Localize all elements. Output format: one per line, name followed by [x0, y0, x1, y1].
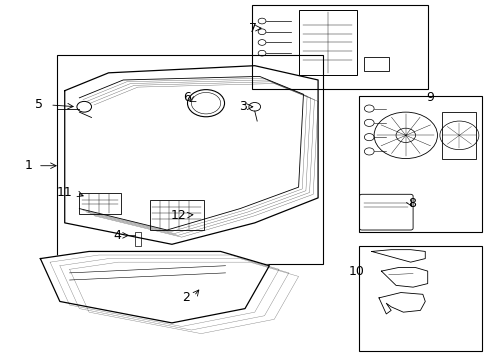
- Text: 7: 7: [249, 22, 257, 35]
- Bar: [298, 10, 357, 75]
- Bar: [360, 246, 482, 351]
- Text: 10: 10: [348, 265, 365, 278]
- Bar: [252, 5, 428, 89]
- Text: 12: 12: [171, 209, 187, 222]
- Bar: [150, 200, 203, 230]
- Bar: [365, 57, 389, 71]
- Bar: [57, 55, 323, 264]
- Bar: [442, 112, 476, 158]
- Polygon shape: [40, 251, 270, 323]
- Text: 5: 5: [35, 99, 43, 112]
- Bar: [360, 96, 482, 232]
- Text: 6: 6: [184, 91, 192, 104]
- Text: 11: 11: [56, 186, 72, 199]
- Text: 2: 2: [183, 291, 191, 305]
- Text: 4: 4: [113, 229, 121, 242]
- Text: 3: 3: [240, 100, 247, 113]
- Bar: [79, 193, 121, 214]
- Bar: [135, 232, 141, 246]
- Text: 1: 1: [24, 159, 32, 172]
- Text: 8: 8: [408, 197, 416, 210]
- Text: 9: 9: [426, 91, 434, 104]
